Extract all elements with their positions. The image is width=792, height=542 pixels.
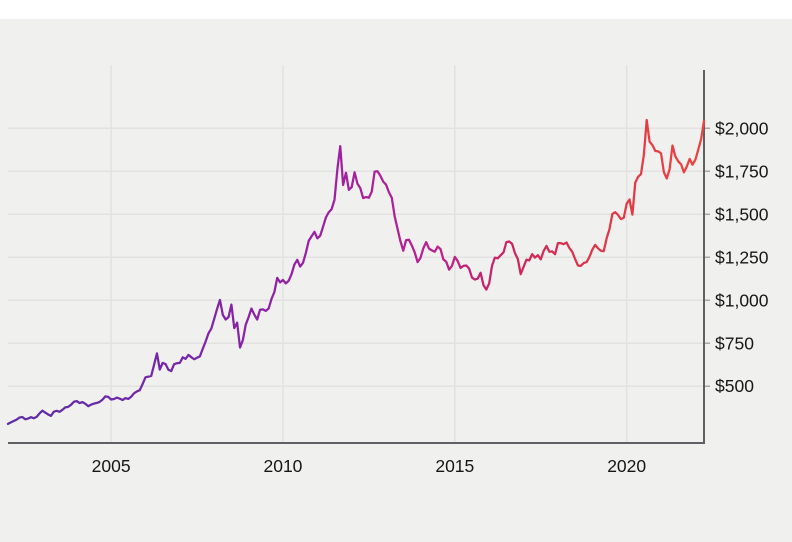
y-tick-label: $500 [715, 376, 754, 396]
y-tick-label: $2,000 [715, 118, 769, 138]
x-tick-label: 2005 [92, 456, 131, 476]
x-tick-label: 2015 [435, 456, 474, 476]
y-tick-label: $1,500 [715, 204, 769, 224]
chart-canvas-background [0, 19, 792, 542]
y-tick-label: $1,000 [715, 290, 769, 310]
gold-price-series-line [6, 118, 706, 426]
y-tick-label: $1,750 [715, 161, 769, 181]
x-tick-label: 2010 [263, 456, 302, 476]
y-tick-label: $1,250 [715, 247, 769, 267]
x-tick-label: 2020 [607, 456, 646, 476]
y-tick-label: $750 [715, 333, 754, 353]
